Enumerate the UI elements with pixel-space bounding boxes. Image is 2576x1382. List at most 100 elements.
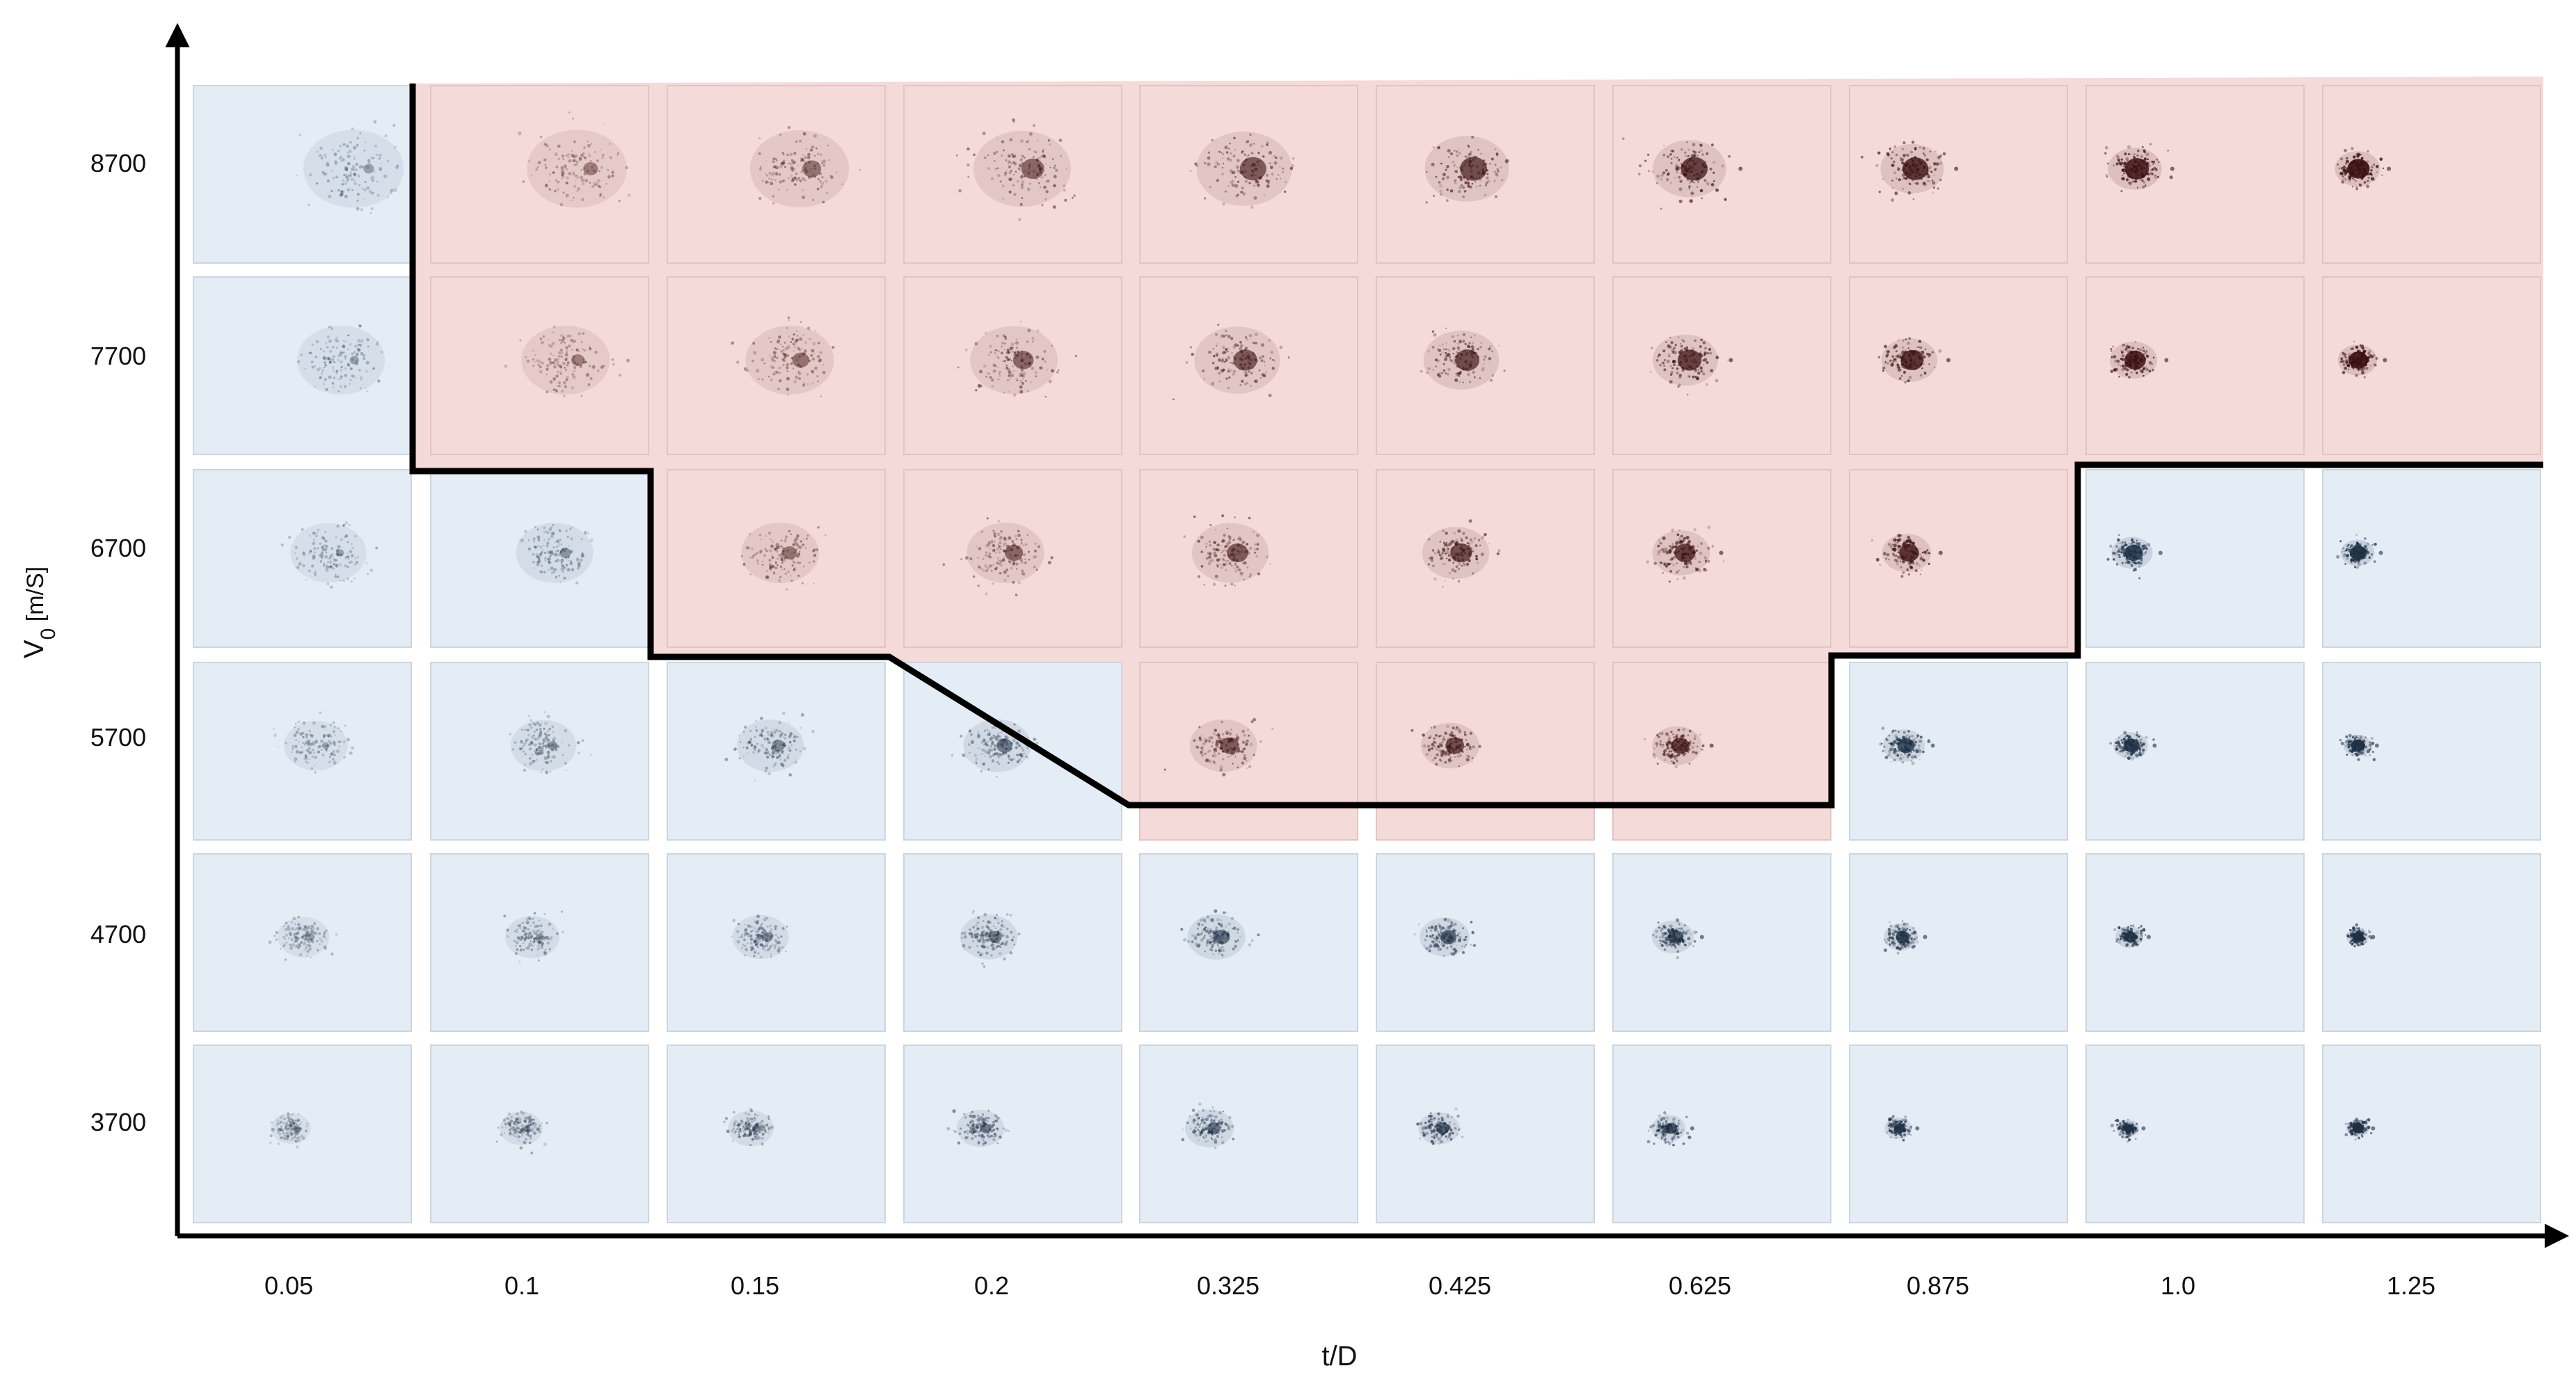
debris-cloud-core xyxy=(1667,930,1683,944)
debris-cloud-halo xyxy=(284,720,348,771)
debris-cloud-core xyxy=(1899,543,1919,562)
cell-background xyxy=(430,276,649,455)
cell-8700-0_2 xyxy=(903,85,1122,264)
cell-8700-1_25 xyxy=(2322,85,2541,264)
cell-background xyxy=(667,853,886,1032)
debris-cloud-core xyxy=(2348,351,2369,369)
cell-3700-0_1 xyxy=(430,1045,649,1223)
x-tick-label: 0.15 xyxy=(731,1271,779,1300)
cell-background xyxy=(1376,853,1595,1032)
debris-cloud-core xyxy=(335,549,344,557)
y-tick-label: 6700 xyxy=(90,534,146,562)
debris-cloud-core xyxy=(1436,1122,1449,1134)
y-axis-label-subscript: 0 xyxy=(37,628,60,640)
cell-7700-0_875 xyxy=(1849,276,2068,455)
y-axis-label-unit: [m/S] xyxy=(22,566,49,628)
x-tick-label: 0.2 xyxy=(974,1271,1009,1300)
debris-cloud-halo xyxy=(504,916,560,958)
x-tick-label: 0.425 xyxy=(1429,1271,1491,1300)
residual-fragment xyxy=(1915,1126,1920,1131)
cell-6700-0_325 xyxy=(1139,469,1358,648)
cell-background xyxy=(430,853,649,1032)
cell-6700-0_1 xyxy=(430,469,649,648)
cell-grid xyxy=(193,85,2541,1223)
residual-fragment xyxy=(2371,1126,2376,1131)
debris-cloud-halo xyxy=(749,129,850,208)
debris-cloud-core xyxy=(782,546,797,560)
x-tick-labels: 0.05 0.1 0.15 0.2 0.325 0.425 0.625 0.875 1.0 1.2… xyxy=(264,1271,2435,1300)
residual-fragment xyxy=(2374,743,2379,748)
x-tick-label: 0.875 xyxy=(1907,1271,1969,1300)
residual-fragment xyxy=(2170,166,2175,171)
residual-fragment xyxy=(1728,358,1733,363)
debris-cloud-halo xyxy=(732,914,789,960)
cell-background xyxy=(430,85,649,264)
cell-background xyxy=(667,85,886,264)
cell-4700-0_425 xyxy=(1376,853,1595,1032)
debris-cloud-core xyxy=(559,548,571,558)
cell-background xyxy=(430,1045,649,1223)
debris-cloud-core xyxy=(1227,543,1248,563)
debris-cloud-core xyxy=(1460,157,1488,181)
cell-3700-0_325 xyxy=(1139,1045,1358,1223)
cell-3700-0_625 xyxy=(1612,1045,1831,1223)
cell-7700-0_425 xyxy=(1376,276,1595,455)
cell-background xyxy=(1139,1045,1358,1223)
y-tick-label: 5700 xyxy=(90,723,146,752)
debris-cloud-halo xyxy=(510,720,577,772)
residual-fragment xyxy=(2152,743,2157,748)
cell-5700-1_25 xyxy=(2322,662,2541,841)
y-axis-label: V0 [m/S] xyxy=(19,566,60,658)
cell-background xyxy=(1139,853,1358,1032)
x-tick-label: 0.625 xyxy=(1669,1271,1731,1300)
debris-cloud-core xyxy=(988,930,1002,944)
cell-6700-1_0 xyxy=(2085,469,2305,648)
cell-background xyxy=(2322,1045,2541,1223)
debris-cloud-halo xyxy=(271,1113,311,1144)
cell-background xyxy=(1849,1045,2068,1223)
cell-4700-0_05 xyxy=(193,853,412,1032)
residual-fragment xyxy=(1954,166,1959,171)
cell-background xyxy=(1849,853,2068,1032)
cell-background xyxy=(2085,85,2305,264)
cell-8700-0_325 xyxy=(1139,85,1358,264)
debris-cloud-core xyxy=(1207,1122,1221,1135)
debris-cloud-core xyxy=(2123,1124,2134,1133)
cell-5700-0_875 xyxy=(1849,662,2068,841)
debris-cloud-halo xyxy=(290,523,367,583)
cell-6700-0_625 xyxy=(1612,469,1831,648)
cell-background xyxy=(430,662,649,841)
cell-7700-0_325 xyxy=(1139,276,1358,455)
residual-fragment xyxy=(2371,935,2376,939)
cell-7700-1_25 xyxy=(2322,276,2541,455)
residual-fragment xyxy=(2164,358,2169,363)
cell-background xyxy=(1849,85,2068,264)
cell-7700-0_15 xyxy=(667,276,886,455)
cell-4700-0_875 xyxy=(1849,853,2068,1032)
y-axis-label-main: V xyxy=(19,640,49,658)
debris-cloud-core xyxy=(762,932,773,942)
debris-cloud-core xyxy=(548,741,557,750)
debris-cloud-core xyxy=(772,740,786,752)
cell-background xyxy=(667,662,886,841)
cell-3700-0_05 xyxy=(193,1045,412,1223)
cell-7700-0_625 xyxy=(1612,276,1831,455)
x-tick-label: 0.05 xyxy=(264,1271,313,1300)
cell-background xyxy=(1612,469,1831,648)
cell-5700-0_325 xyxy=(1139,662,1358,841)
cell-8700-0_15 xyxy=(667,85,886,264)
debris-cloud-halo xyxy=(277,916,330,958)
cell-background xyxy=(193,853,412,1032)
residual-fragment xyxy=(1719,550,1724,555)
residual-fragment xyxy=(1699,935,1704,939)
cell-6700-0_2 xyxy=(903,469,1122,648)
cell-8700-0_875 xyxy=(1849,85,2068,264)
cell-background xyxy=(1376,1045,1595,1223)
cell-8700-0_425 xyxy=(1376,85,1595,264)
debris-cloud-halo xyxy=(500,1111,543,1145)
cell-3700-0_425 xyxy=(1376,1045,1595,1223)
cell-background xyxy=(2322,853,2541,1032)
debris-cloud-halo xyxy=(527,129,627,208)
cell-3700-1_25 xyxy=(2322,1045,2541,1223)
debris-cloud-core xyxy=(1012,351,1034,370)
